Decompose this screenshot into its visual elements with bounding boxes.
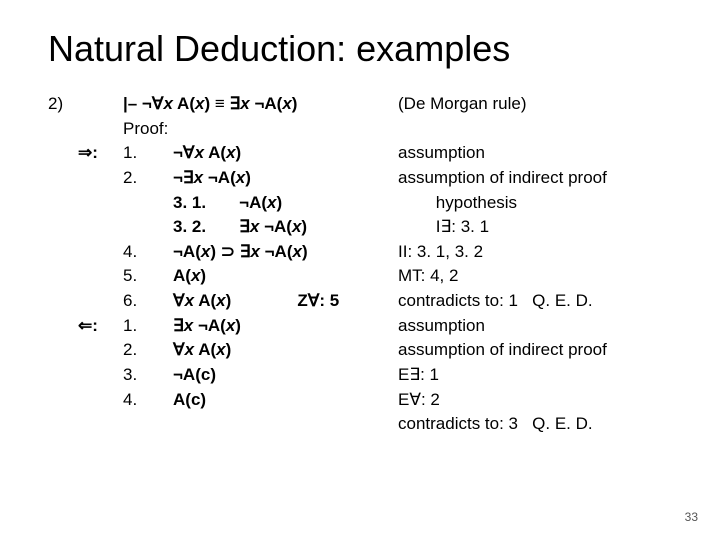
proof-line: 2.∀x A(x)assumption of indirect proof	[48, 338, 672, 363]
proof-line: 4.A(c)E∀: 2	[48, 388, 672, 413]
step-number: 5.	[123, 264, 173, 289]
step-number: 4.	[123, 388, 173, 413]
proof-line: contradicts to: 3 Q. E. D.	[48, 412, 672, 437]
proof-line: 2.¬∃x ¬A(x)assumption of indirect proof	[48, 166, 672, 191]
proof-body: ⇒:1.¬∀x A(x)assumption2.¬∃x ¬A(x)assumpt…	[48, 141, 672, 437]
formula: ∃x ¬A(x)	[173, 314, 398, 339]
justification: assumption	[398, 314, 672, 339]
step-number: 1.	[123, 314, 173, 339]
formula: ¬A(x) ⊃ ∃x ¬A(x)	[173, 240, 398, 265]
justification: E∀: 2	[398, 388, 672, 413]
slide: Natural Deduction: examples 2) |– ¬∀x A(…	[0, 0, 720, 540]
justification: II: 3. 1, 3. 2	[398, 240, 672, 265]
step-number: 6.	[123, 289, 173, 314]
proof-line: ⇒:1.¬∀x A(x)assumption	[48, 141, 672, 166]
proof-line: 3. 1. ¬A(x) hypothesis	[48, 191, 672, 216]
slide-title: Natural Deduction: examples	[48, 28, 672, 70]
formula: ¬∃x ¬A(x)	[173, 166, 398, 191]
justification: hypothesis	[398, 191, 672, 216]
justification: E∃: 1	[398, 363, 672, 388]
step-number: 3.	[123, 363, 173, 388]
proof-line: ⇐:1.∃x ¬A(x)assumption	[48, 314, 672, 339]
proof-line: 4.¬A(x) ⊃ ∃x ¬A(x)II: 3. 1, 3. 2	[48, 240, 672, 265]
formula: ∀x A(x) Z∀: 5	[173, 289, 398, 314]
formula: ¬∀x A(x)	[173, 141, 398, 166]
step-number: 1.	[123, 141, 173, 166]
step-number: 4.	[123, 240, 173, 265]
formula: ¬A(c)	[173, 363, 398, 388]
theorem-row: 2) |– ¬∀x A(x) ≡ ∃x ¬A(x) (De Morgan rul…	[48, 92, 672, 117]
proof-line: 6.∀x A(x) Z∀: 5contradicts to: 1 Q. E. D…	[48, 289, 672, 314]
justification: I∃: 3. 1	[398, 215, 672, 240]
theorem-formula: |– ¬∀x A(x) ≡ ∃x ¬A(x)	[123, 92, 398, 117]
justification: contradicts to: 1 Q. E. D.	[398, 289, 672, 314]
formula: 3. 2. ∃x ¬A(x)	[173, 215, 398, 240]
formula: A(c)	[173, 388, 398, 413]
proof-line: 3.¬A(c)E∃: 1	[48, 363, 672, 388]
formula: 3. 1. ¬A(x)	[173, 191, 398, 216]
proof-line: 5.A(x)MT: 4, 2	[48, 264, 672, 289]
justification: assumption of indirect proof	[398, 166, 672, 191]
page-number: 33	[685, 510, 698, 524]
step-number: 2.	[123, 338, 173, 363]
justification: assumption	[398, 141, 672, 166]
proof-label-row: Proof:	[48, 117, 672, 142]
item-marker: 2)	[48, 92, 78, 117]
formula: A(x)	[173, 264, 398, 289]
justification: contradicts to: 3 Q. E. D.	[398, 412, 672, 437]
step-number: 2.	[123, 166, 173, 191]
theorem-rule: (De Morgan rule)	[398, 92, 672, 117]
slide-content: 2) |– ¬∀x A(x) ≡ ∃x ¬A(x) (De Morgan rul…	[48, 92, 672, 437]
direction-marker: ⇒:	[78, 141, 123, 166]
direction-marker: ⇐:	[78, 314, 123, 339]
formula: ∀x A(x)	[173, 338, 398, 363]
proof-label: Proof:	[123, 117, 173, 142]
justification: MT: 4, 2	[398, 264, 672, 289]
justification: assumption of indirect proof	[398, 338, 672, 363]
proof-line: 3. 2. ∃x ¬A(x) I∃: 3. 1	[48, 215, 672, 240]
